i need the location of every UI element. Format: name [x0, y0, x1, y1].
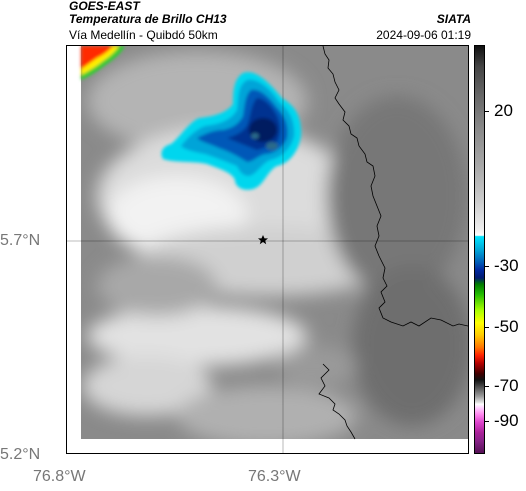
organization-label: SIATA [436, 12, 471, 26]
lat-label-5-2: 5.2°N [0, 446, 41, 463]
temperature-colorbar [474, 45, 485, 454]
location-subtitle: Vía Medellín - Quibdó 50km [69, 28, 218, 42]
satellite-map[interactable] [66, 45, 469, 454]
star-marker [258, 235, 268, 245]
lon-label-76-8: 76.8°W [33, 468, 86, 485]
colorbar-tick [485, 111, 489, 112]
lat-label-5-7: 5.7°N [0, 232, 41, 249]
colorbar-tick [485, 421, 489, 422]
colorbar-label-20: 20 [494, 101, 513, 120]
timestamp-label: 2024-09-06 01:19 [376, 28, 471, 42]
coastline [318, 46, 468, 440]
lon-label-76-3: 76.3°W [248, 468, 301, 485]
graticule [67, 46, 468, 453]
colorbar-tick [485, 266, 489, 267]
colorbar-tick [485, 327, 489, 328]
colorbar-tick [485, 386, 489, 387]
brightness-field [67, 46, 468, 453]
colorbar-label-neg30: -30 [494, 256, 519, 275]
colorbar-label-neg50: -50 [494, 317, 519, 336]
cold-cloud-top [161, 72, 302, 190]
colorbar-label-neg90: -90 [494, 411, 519, 430]
colorbar-label-neg70: -70 [494, 376, 519, 395]
product-title: Temperatura de Brillo CH13 [69, 12, 227, 26]
satellite-title: GOES-EAST [69, 0, 140, 13]
hot-spot-corner [81, 46, 125, 80]
